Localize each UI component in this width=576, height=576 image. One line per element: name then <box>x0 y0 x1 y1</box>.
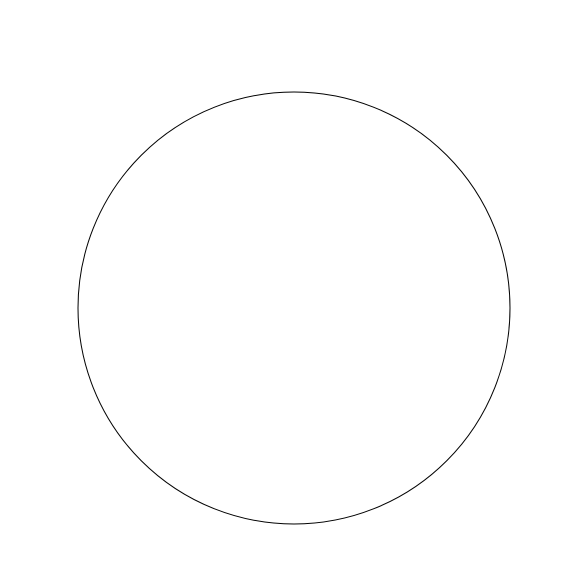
cloud-circle-outline <box>77 91 511 525</box>
